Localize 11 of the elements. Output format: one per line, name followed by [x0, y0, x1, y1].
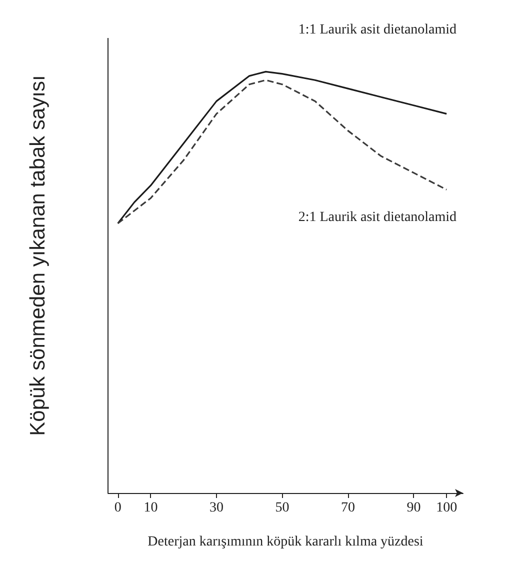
text: 1:1 Laurik asit dietanolamid	[298, 22, 457, 38]
x-axis-title: Deterjan karışımının köpük kararlı kılma yüzdesi	[148, 534, 424, 550]
x-tick-label: 100	[436, 500, 458, 516]
x-tick-label: 70	[340, 500, 355, 516]
series-label: 2:1 Laurik asit dietanolamid	[298, 210, 457, 226]
x-tick-label: 0	[114, 500, 122, 516]
x-tick-label: 10	[144, 500, 158, 516]
y-axis-title: Köpük sönmeden yıkanan tabak sayısı	[26, 75, 50, 436]
x-tick-label: 90	[406, 500, 421, 516]
x-tick-label: 30	[209, 500, 224, 516]
x-tick-label: 50	[275, 500, 290, 516]
